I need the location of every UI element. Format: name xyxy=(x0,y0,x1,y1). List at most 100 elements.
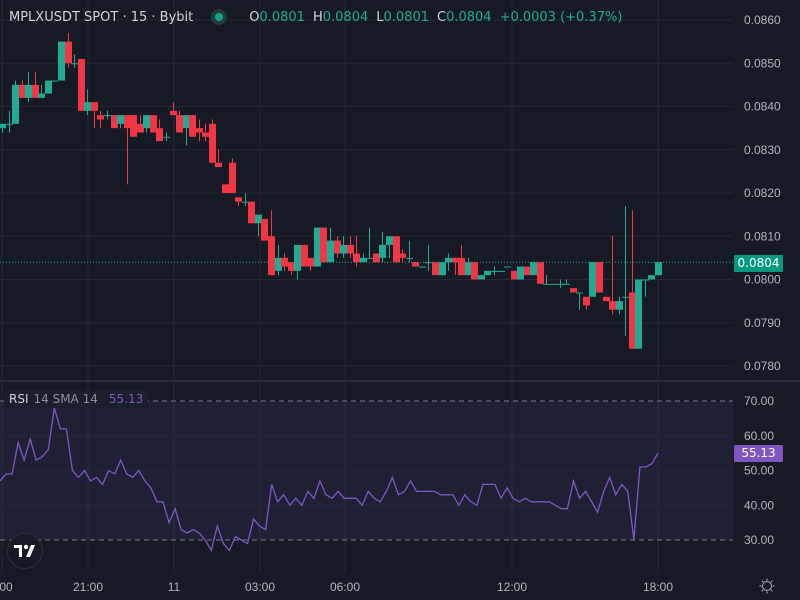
candle-body xyxy=(537,262,544,284)
open-value: 0.0801 xyxy=(259,9,305,25)
open-label: O xyxy=(249,9,260,25)
candle-body xyxy=(334,240,341,254)
candle-body xyxy=(104,115,111,117)
candle-body xyxy=(327,240,334,263)
candle-body xyxy=(642,279,649,281)
last-price-tag: 0.0804 xyxy=(734,255,783,272)
candle-body xyxy=(12,84,19,124)
candle-body xyxy=(84,102,91,111)
candle-body xyxy=(557,283,564,285)
candle-body xyxy=(491,270,498,272)
candle-body xyxy=(32,84,39,98)
candle-body xyxy=(511,270,518,280)
candle-body xyxy=(524,266,531,276)
price-axis-label: 0.0820 xyxy=(744,186,781,200)
time-axis-label: 06:00 xyxy=(330,580,360,594)
candle-body xyxy=(229,162,236,193)
candle-body xyxy=(484,270,491,276)
price-axis-label: 0.0780 xyxy=(744,359,781,373)
close-label: C xyxy=(437,9,447,25)
candle-body xyxy=(314,227,321,267)
rsi-axis-label: 60.00 xyxy=(744,429,774,443)
candle-body xyxy=(130,115,137,137)
rsi-legend[interactable]: RSI 14 SMA 14 55.13 xyxy=(4,390,149,408)
candle-body xyxy=(288,262,295,271)
candle-body xyxy=(603,296,610,302)
candle-body xyxy=(576,292,583,294)
candle-body xyxy=(65,41,72,64)
candle-body xyxy=(596,262,603,293)
candle-body xyxy=(635,279,642,349)
candle-body xyxy=(589,262,596,297)
candle-body xyxy=(320,227,327,263)
candle-body xyxy=(209,123,216,163)
rsi-axis-label: 40.00 xyxy=(744,498,774,512)
candle-body xyxy=(143,115,150,129)
rsi-line xyxy=(0,407,659,553)
candle-body xyxy=(347,244,354,254)
tradingview-logo-icon[interactable] xyxy=(7,533,43,569)
candle-body xyxy=(275,257,282,271)
symbol-title[interactable]: MPLXUSDT SPOT · 15 · Bybit xyxy=(9,9,194,25)
candle-body xyxy=(655,262,662,276)
candlestick-series xyxy=(0,32,662,349)
rsi-value-tag: 55.13 xyxy=(734,445,783,462)
candle-body xyxy=(255,214,262,224)
time-axis-label: 12:00 xyxy=(497,580,527,594)
rsi-value: 55.13 xyxy=(108,392,144,406)
candle-body xyxy=(183,115,190,129)
candle-body xyxy=(301,244,308,267)
time-axis-label: 21:00 xyxy=(73,580,103,594)
candle-body xyxy=(19,84,26,98)
candle-body xyxy=(432,262,439,276)
low-label: L xyxy=(376,9,384,25)
rsi-axis-label: 50.00 xyxy=(744,464,774,478)
candle-body xyxy=(622,296,629,298)
candle-body xyxy=(379,244,386,258)
candle-body xyxy=(45,80,52,94)
candle-body xyxy=(504,266,511,268)
candle-body xyxy=(170,110,177,116)
candle-body xyxy=(570,288,577,293)
candle-body xyxy=(215,162,222,168)
candle-body xyxy=(58,41,65,81)
candle-body xyxy=(111,115,118,129)
candle-body xyxy=(563,283,570,285)
candle-body xyxy=(202,132,209,137)
time-axis-label: :00 xyxy=(0,580,13,594)
candle-body xyxy=(307,257,314,267)
candle-body xyxy=(78,58,85,111)
low-value: 0.0801 xyxy=(383,9,430,25)
candle-body xyxy=(189,115,196,137)
candle-body xyxy=(38,93,45,98)
candle-body xyxy=(294,244,301,271)
candle-body xyxy=(261,218,268,241)
candle-body xyxy=(366,257,373,259)
price-axis-label: 0.0800 xyxy=(744,273,781,287)
candle-body xyxy=(419,266,426,268)
candle-body xyxy=(196,128,203,133)
price-axis-label: 0.0790 xyxy=(744,316,781,330)
candle-body xyxy=(117,115,124,124)
candle-body xyxy=(97,115,104,120)
candle-body xyxy=(452,257,459,263)
candle-body xyxy=(399,253,406,258)
rsi-axis-label: 70.00 xyxy=(744,394,774,408)
candle-body xyxy=(386,236,393,245)
market-status-dot-icon xyxy=(211,9,228,25)
candle-body xyxy=(425,262,432,264)
candle-body xyxy=(0,123,6,129)
price-axis-label: 0.0860 xyxy=(744,13,781,27)
candle-body xyxy=(629,292,636,349)
time-axis-label: 11 xyxy=(168,580,181,594)
candle-body xyxy=(25,84,32,98)
candle-body xyxy=(176,115,183,133)
candle-body xyxy=(393,236,400,263)
candle-body xyxy=(498,270,505,272)
high-value: 0.0804 xyxy=(322,9,369,25)
symbol-legend: MPLXUSDT SPOT · 15 · Bybit O 0.0801 H 0.08… xyxy=(9,6,622,28)
rsi-params: 14 SMA 14 xyxy=(33,392,98,406)
candle-body xyxy=(340,244,347,254)
sun-settings-icon[interactable] xyxy=(759,578,775,594)
